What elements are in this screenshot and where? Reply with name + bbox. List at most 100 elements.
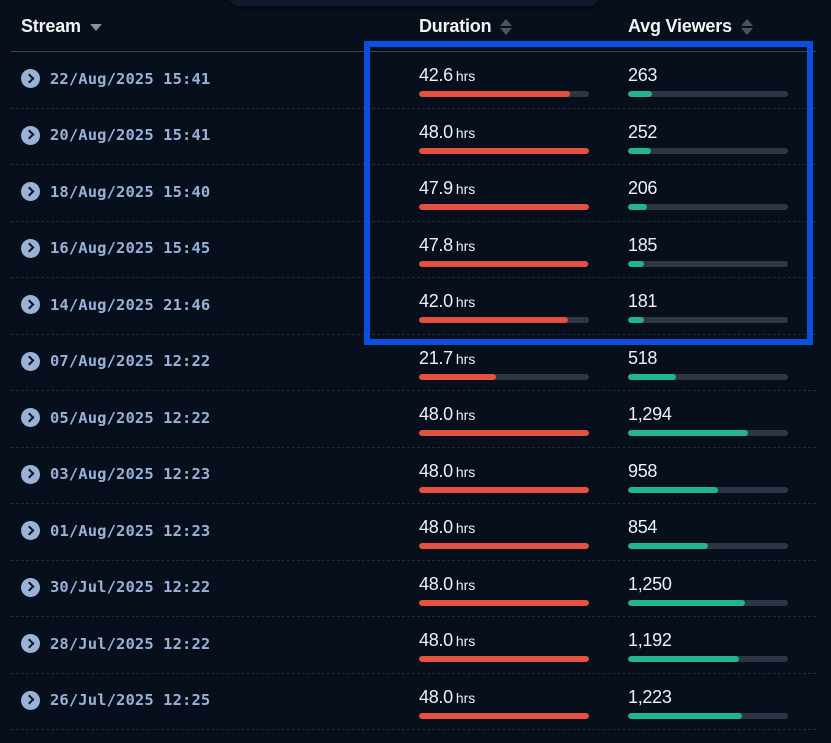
chevron-right-circle-icon[interactable]	[21, 577, 40, 597]
stream-date[interactable]: 28/Jul/2025 12:22	[50, 634, 211, 653]
chevron-right-circle-icon[interactable]	[21, 295, 40, 314]
duration-cell: 47.9 hrs	[419, 177, 589, 210]
chevron-right-circle-icon[interactable]	[21, 69, 40, 88]
duration-bar-fill	[419, 656, 589, 662]
stream-date[interactable]: 16/Aug/2025 15:45	[50, 239, 211, 257]
dropdown-popover-edge	[230, 0, 598, 6]
duration-value: 48.0 hrs	[419, 516, 589, 538]
stream-cell[interactable]: 28/Jul/2025 12:22	[21, 634, 210, 653]
duration-bar-fill	[419, 486, 589, 493]
duration-unit: hrs	[455, 689, 476, 706]
duration-value: 48.0 hrs	[419, 403, 589, 425]
chevron-right-circle-icon[interactable]	[21, 690, 40, 710]
chevron-right-circle-icon[interactable]	[21, 351, 40, 371]
avg-viewers-cell: 1,250	[628, 573, 788, 606]
table-row[interactable]: 07/Aug/2025 12:22 21.7 hrs 518	[11, 335, 816, 391]
column-header-stream[interactable]: Stream	[21, 16, 102, 37]
duration-value: 48.0 hrs	[419, 460, 589, 482]
duration-value: 48.0 hrs	[419, 573, 589, 595]
stream-cell[interactable]: 07/Aug/2025 12:22	[21, 351, 211, 371]
avg-viewers-cell: 1,223	[628, 686, 788, 719]
stream-cell[interactable]: 22/Aug/2025 15:41	[21, 69, 210, 88]
duration-value: 48.0 hrs	[419, 121, 589, 143]
avg-viewers-value: 518	[628, 347, 658, 368]
stream-date[interactable]: 03/Aug/2025 12:23	[50, 465, 211, 483]
column-header-duration-label: Duration	[419, 16, 492, 36]
duration-unit: hrs	[455, 181, 476, 197]
duration-bar-fill	[419, 91, 570, 97]
duration-cell: 42.6 hrs	[419, 64, 589, 97]
chevron-right-circle-icon[interactable]	[21, 634, 40, 653]
avg-viewers-cell: 854	[628, 516, 788, 549]
chevron-right-circle-icon[interactable]	[21, 182, 40, 201]
duration-cell: 48.0 hrs	[419, 121, 589, 154]
duration-unit: hrs	[455, 68, 476, 84]
duration-cell: 47.8 hrs	[419, 234, 589, 267]
duration-unit: hrs	[455, 407, 476, 423]
sort-updown-icon[interactable]	[500, 18, 513, 35]
duration-value: 48.0 hrs	[419, 629, 589, 651]
stream-date[interactable]: 20/Aug/2025 15:41	[50, 126, 211, 144]
stream-cell[interactable]: 03/Aug/2025 12:23	[21, 464, 211, 484]
avg-viewers-value: 1,294	[628, 404, 672, 424]
table-row[interactable]: 30/Jul/2025 12:22 48.0 hrs 1,250	[11, 561, 816, 617]
stream-cell[interactable]: 20/Aug/2025 15:41	[21, 125, 211, 145]
table-row[interactable]: 22/Aug/2025 15:41 42.6 hrs 263	[11, 52, 816, 109]
chevron-right-circle-icon[interactable]	[21, 408, 40, 427]
duration-bar-fill	[419, 317, 568, 323]
duration-number: 48.0	[419, 573, 453, 594]
stream-date[interactable]: 22/Aug/2025 15:41	[50, 69, 211, 88]
stream-date[interactable]: 07/Aug/2025 12:22	[50, 352, 211, 370]
stream-date[interactable]: 18/Aug/2025 15:40	[50, 182, 211, 201]
avg-viewers-value: 1,250	[628, 573, 672, 594]
duration-bar	[419, 712, 589, 719]
stream-date[interactable]: 01/Aug/2025 12:23	[50, 521, 211, 540]
duration-unit: hrs	[455, 520, 476, 536]
avg-viewers-bar-fill	[628, 204, 648, 210]
table-header: Stream Duration Avg Viewers	[11, 0, 816, 52]
duration-bar	[419, 543, 589, 549]
table-row[interactable]: 18/Aug/2025 15:40 47.9 hrs 206	[11, 165, 816, 222]
stream-date[interactable]: 30/Jul/2025 12:22	[50, 578, 211, 596]
table-row[interactable]: 16/Aug/2025 15:45 47.8 hrs 185	[11, 222, 816, 278]
avg-viewers-cell: 206	[628, 177, 788, 210]
table-row[interactable]: 05/Aug/2025 12:22 48.0 hrs 1,294	[11, 391, 816, 448]
avg-viewers-cell: 958	[628, 460, 788, 493]
column-header-avg-viewers[interactable]: Avg Viewers	[628, 16, 753, 37]
column-header-duration[interactable]: Duration	[419, 16, 513, 37]
stream-date[interactable]: 26/Jul/2025 12:25	[50, 691, 211, 709]
stream-cell[interactable]: 01/Aug/2025 12:23	[21, 521, 210, 540]
duration-bar-fill	[419, 204, 589, 210]
duration-bar-fill	[419, 260, 589, 267]
stream-cell[interactable]: 05/Aug/2025 12:22	[21, 408, 210, 427]
stream-cell[interactable]: 16/Aug/2025 15:45	[21, 238, 211, 258]
avg-viewers-value: 854	[628, 517, 658, 537]
table-row[interactable]: 26/Jul/2025 12:25 48.0 hrs 1,223	[11, 674, 816, 730]
table-row[interactable]: 14/Aug/2025 21:46 42.0 hrs 181	[11, 278, 816, 335]
stream-date[interactable]: 14/Aug/2025 21:46	[50, 295, 211, 314]
avg-viewers-cell: 252	[628, 121, 788, 154]
table-row[interactable]: 28/Jul/2025 12:22 48.0 hrs 1,192	[11, 617, 816, 674]
duration-cell: 48.0 hrs	[419, 629, 589, 662]
stream-date[interactable]: 05/Aug/2025 12:22	[50, 408, 211, 427]
avg-viewers-bar	[628, 656, 788, 662]
duration-value: 47.8 hrs	[419, 234, 589, 256]
stream-cell[interactable]: 30/Jul/2025 12:22	[21, 577, 211, 597]
caret-down-icon[interactable]	[89, 24, 102, 31]
table-row[interactable]: 20/Aug/2025 15:41 48.0 hrs 252	[11, 109, 816, 165]
chevron-right-circle-icon[interactable]	[21, 238, 40, 258]
stream-cell[interactable]: 14/Aug/2025 21:46	[21, 295, 210, 314]
chevron-right-circle-icon[interactable]	[21, 521, 40, 540]
stream-cell[interactable]: 26/Jul/2025 12:25	[21, 690, 211, 710]
table-row[interactable]: 03/Aug/2025 12:23 48.0 hrs 958	[11, 448, 816, 504]
avg-viewers-bar-fill	[628, 543, 708, 549]
table-row[interactable]: 01/Aug/2025 12:23 48.0 hrs 854	[11, 504, 816, 561]
stream-cell[interactable]: 18/Aug/2025 15:40	[21, 182, 210, 201]
duration-cell: 48.0 hrs	[419, 516, 589, 549]
avg-viewers-bar	[628, 486, 788, 493]
chevron-right-circle-icon[interactable]	[21, 464, 40, 484]
chevron-right-circle-icon[interactable]	[21, 125, 40, 145]
avg-viewers-bar-fill	[628, 486, 719, 493]
duration-number: 48.0	[419, 517, 453, 537]
sort-updown-icon[interactable]	[740, 18, 753, 35]
